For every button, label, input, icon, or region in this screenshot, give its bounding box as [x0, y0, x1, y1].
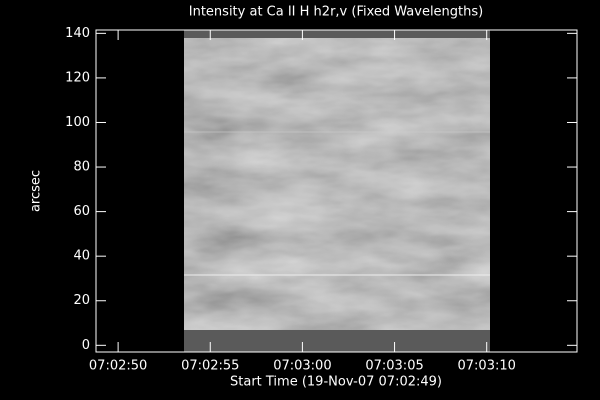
image-band-top	[184, 30, 490, 38]
y-tick-label: 20	[73, 293, 90, 308]
x-tick-label: 07:03:00	[273, 359, 331, 374]
x-tick-label: 07:03:10	[458, 359, 516, 374]
y-tick-label: 120	[65, 70, 90, 85]
plot-frame	[95, 29, 578, 353]
x-tick-label: 07:03:05	[365, 359, 423, 374]
y-axis-label: arcsec	[29, 170, 44, 212]
y-tick-label: 60	[73, 204, 90, 219]
x-axis-label: Start Time (19-Nov-07 07:02:49)	[230, 375, 442, 390]
y-tick-label: 0	[82, 338, 90, 353]
image-texture	[184, 38, 490, 330]
y-tick-label: 40	[73, 249, 90, 264]
image	[184, 30, 490, 352]
y-tick-label: 80	[73, 160, 90, 175]
image-tint	[184, 38, 490, 330]
x-tick-label: 07:02:55	[181, 359, 239, 374]
y-tick-label: 140	[65, 26, 90, 41]
image-band-bottom	[184, 330, 490, 352]
x-tick-label: 07:02:50	[89, 359, 147, 374]
chart-title: Intensity at Ca II H h2r,v (Fixed Wavele…	[189, 5, 483, 20]
y-tick-label: 100	[65, 115, 90, 130]
